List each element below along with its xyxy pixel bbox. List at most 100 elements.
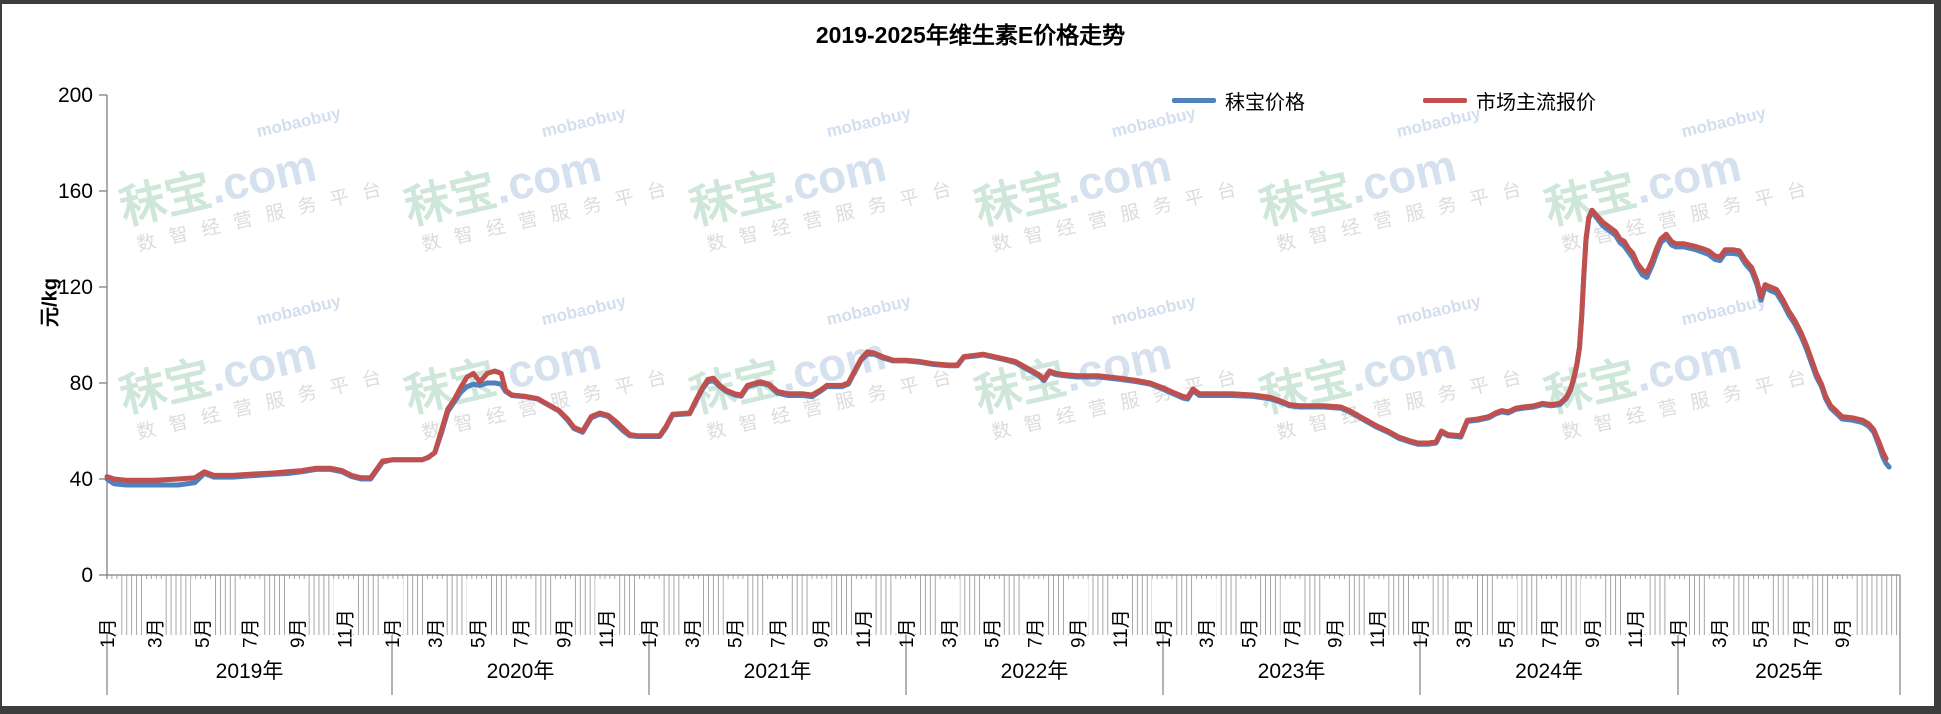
month-label: 1月 <box>98 618 119 648</box>
month-label: 9月 <box>1833 618 1854 648</box>
month-label: 9月 <box>811 618 832 648</box>
month-label: 11月 <box>597 609 618 648</box>
month-label: 1月 <box>1411 618 1432 648</box>
month-label: 3月 <box>426 618 447 648</box>
month-label: 5月 <box>1240 618 1261 648</box>
year-label: 2022年 <box>1001 660 1069 683</box>
month-label-backing <box>809 579 832 634</box>
y-tick-label: 120 <box>58 276 93 299</box>
month-label-backing <box>96 579 118 634</box>
month-label: 11月 <box>1368 609 1389 648</box>
month-label-backing <box>1790 579 1812 634</box>
month-label-backing <box>1831 579 1853 634</box>
month-label: 9月 <box>1583 618 1604 648</box>
month-label-backing <box>1581 579 1603 634</box>
month-label: 9月 <box>1325 618 1346 648</box>
month-label-backing <box>1667 579 1689 634</box>
month-label-backing <box>333 579 356 634</box>
y-tick-label: 0 <box>81 564 93 587</box>
year-label: 2025年 <box>1755 660 1823 683</box>
legend-swatch-mobao-price <box>1172 97 1216 103</box>
month-label-backing <box>1366 579 1389 634</box>
month-label: 7月 <box>512 618 533 648</box>
y-tick-label: 160 <box>58 180 93 203</box>
month-label-backing <box>1495 579 1517 634</box>
window-border-top <box>0 0 1941 4</box>
y-tick-label: 200 <box>58 84 93 107</box>
month-label-backing <box>238 579 261 634</box>
month-label-backing <box>509 579 532 634</box>
window-border-right <box>1934 0 1941 714</box>
month-label-backing <box>595 579 618 634</box>
legend-label-market-quote: 市场主流报价 <box>1476 91 1596 114</box>
month-label: 11月 <box>336 609 357 648</box>
series-line-market-quote <box>104 207 1889 483</box>
month-label-backing <box>766 579 789 634</box>
month-label: 11月 <box>1626 609 1647 648</box>
month-label-backing <box>423 579 446 634</box>
month-label-backing <box>1452 579 1474 634</box>
month-label-backing <box>286 579 308 634</box>
month-label: 11月 <box>1111 609 1132 648</box>
month-label: 3月 <box>940 618 961 648</box>
year-label: 2020年 <box>487 660 555 683</box>
month-label-backing <box>1749 579 1771 634</box>
month-label-backing <box>552 579 575 634</box>
month-label-backing <box>1023 579 1046 634</box>
month-label: 5月 <box>469 618 490 648</box>
month-label-backing <box>1323 579 1346 634</box>
month-label-backing <box>1194 579 1217 634</box>
y-axis-title: 元/kg <box>39 278 62 327</box>
month-label: 1月 <box>1154 618 1175 648</box>
month-label: 1月 <box>1669 618 1690 648</box>
month-label-backing <box>1152 579 1174 634</box>
month-label: 3月 <box>1454 618 1475 648</box>
month-label: 3月 <box>1710 618 1731 648</box>
y-tick-label: 40 <box>70 468 93 491</box>
year-label: 2019年 <box>216 660 284 683</box>
month-label: 7月 <box>1283 618 1304 648</box>
month-label-backing <box>1237 579 1260 634</box>
month-label: 7月 <box>1540 618 1561 648</box>
month-label-backing <box>191 579 213 634</box>
month-label: 5月 <box>983 618 1004 648</box>
month-label: 11月 <box>854 609 875 648</box>
month-label: 3月 <box>146 618 167 648</box>
month-label-backing <box>1409 579 1431 634</box>
month-label-backing <box>680 579 703 634</box>
year-label: 2024年 <box>1515 660 1583 683</box>
month-label: 9月 <box>1068 618 1089 648</box>
month-label: 1月 <box>640 618 661 648</box>
month-label-backing <box>143 579 166 634</box>
month-label-backing <box>1624 579 1646 634</box>
month-label-backing <box>1538 579 1560 634</box>
month-label-backing <box>937 579 960 634</box>
month-label: 3月 <box>683 618 704 648</box>
y-tick-label: 80 <box>70 372 93 395</box>
month-label-backing <box>1708 579 1730 634</box>
month-label-backing <box>466 579 489 634</box>
year-label: 2021年 <box>744 660 812 683</box>
month-label: 7月 <box>1026 618 1047 648</box>
year-label: 2023年 <box>1258 660 1326 683</box>
window-border-bottom <box>0 706 1941 714</box>
month-label-backing <box>1280 579 1303 634</box>
month-label-backing <box>381 579 403 634</box>
month-label-backing <box>638 579 660 634</box>
month-label: 5月 <box>1497 618 1518 648</box>
legend: 秣宝价格 市场主流报价 <box>1172 88 1596 114</box>
legend-label-mobao-price: 秣宝价格 <box>1225 91 1305 114</box>
month-label: 9月 <box>288 618 309 648</box>
chart-title: 2019-2025年维生素E价格走势 <box>815 22 1126 48</box>
month-label-backing <box>723 579 746 634</box>
month-label-backing <box>852 579 875 634</box>
legend-swatch-market-quote <box>1423 97 1467 103</box>
month-label: 1月 <box>897 618 918 648</box>
month-label: 5月 <box>1751 618 1772 648</box>
series-line-mobao-price <box>104 208 1892 488</box>
month-label: 3月 <box>1197 618 1218 648</box>
month-label: 5月 <box>193 618 214 648</box>
month-label-backing <box>980 579 1003 634</box>
